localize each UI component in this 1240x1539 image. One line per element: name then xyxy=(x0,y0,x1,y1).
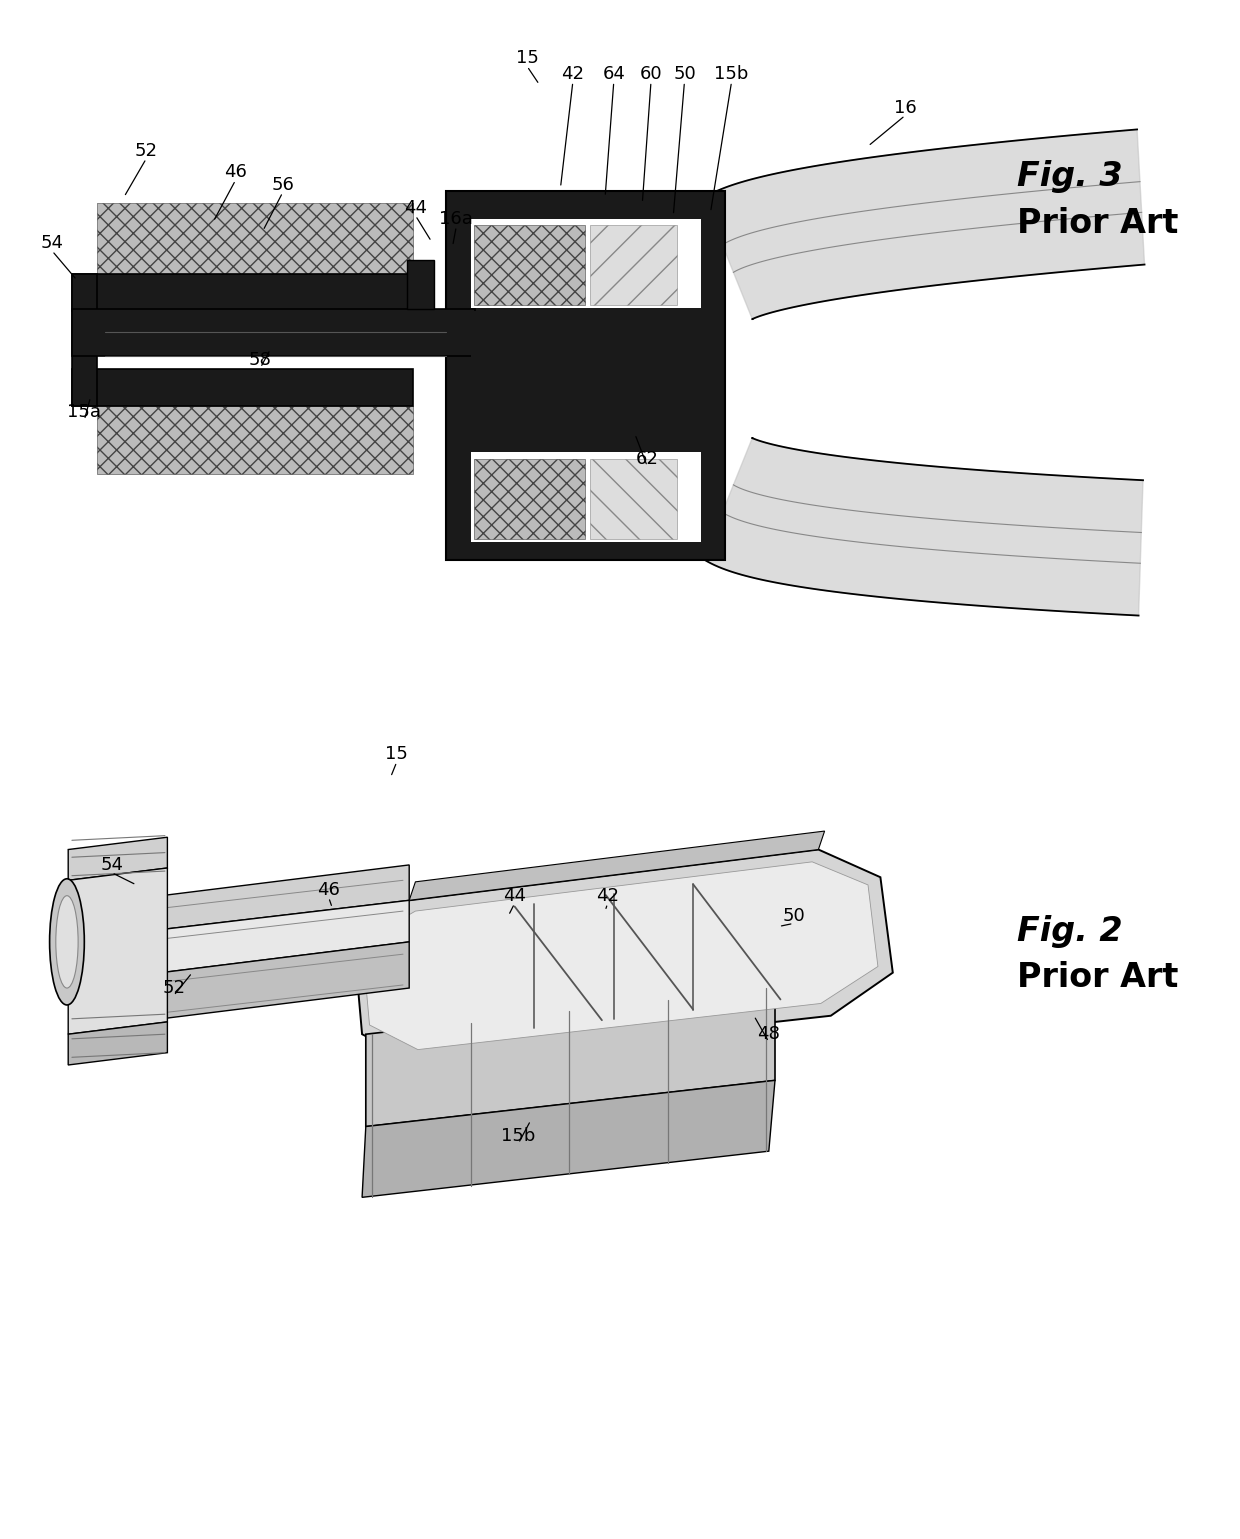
Text: Prior Art: Prior Art xyxy=(1017,206,1178,240)
Text: 60: 60 xyxy=(640,65,662,83)
Polygon shape xyxy=(409,831,825,900)
Bar xyxy=(590,225,677,305)
Text: 58: 58 xyxy=(249,351,272,369)
Polygon shape xyxy=(68,868,167,1034)
Bar xyxy=(471,452,701,542)
Bar xyxy=(72,309,475,356)
Text: 16: 16 xyxy=(894,98,916,117)
Text: Fig. 3: Fig. 3 xyxy=(1017,160,1122,194)
Bar xyxy=(407,260,434,309)
Text: Fig. 2: Fig. 2 xyxy=(1017,914,1122,948)
Text: 42: 42 xyxy=(596,886,619,905)
Bar xyxy=(97,203,413,274)
Text: 15b: 15b xyxy=(501,1127,536,1145)
Polygon shape xyxy=(362,1080,775,1197)
Text: 52: 52 xyxy=(135,142,157,160)
Polygon shape xyxy=(68,837,167,880)
Bar xyxy=(72,274,97,406)
Ellipse shape xyxy=(50,879,84,1005)
Polygon shape xyxy=(68,1022,167,1065)
Text: 54: 54 xyxy=(100,856,123,874)
Text: 15: 15 xyxy=(516,49,538,68)
Text: 46: 46 xyxy=(224,163,247,182)
Text: 52: 52 xyxy=(162,979,185,997)
Bar xyxy=(471,219,701,308)
Text: 50: 50 xyxy=(782,906,805,925)
Polygon shape xyxy=(161,942,409,1019)
Text: 42: 42 xyxy=(562,65,584,83)
Ellipse shape xyxy=(56,896,78,988)
Text: 44: 44 xyxy=(503,886,526,905)
Bar xyxy=(590,459,677,539)
Bar xyxy=(446,191,725,560)
Text: Prior Art: Prior Art xyxy=(1017,960,1178,994)
Polygon shape xyxy=(366,988,775,1127)
Bar xyxy=(474,459,585,539)
Bar xyxy=(471,311,701,369)
Bar xyxy=(72,369,413,406)
Text: 56: 56 xyxy=(272,175,294,194)
Text: 64: 64 xyxy=(603,65,625,83)
Text: 48: 48 xyxy=(758,1025,780,1043)
Text: 46: 46 xyxy=(317,880,340,899)
Polygon shape xyxy=(703,439,1143,616)
Text: 15: 15 xyxy=(386,745,408,763)
Bar xyxy=(72,274,413,311)
Text: 44: 44 xyxy=(404,199,427,217)
Text: 50: 50 xyxy=(673,65,696,83)
Polygon shape xyxy=(353,850,893,1062)
Text: 62: 62 xyxy=(636,449,658,468)
Polygon shape xyxy=(161,865,409,930)
Polygon shape xyxy=(161,900,409,973)
Text: 54: 54 xyxy=(41,234,63,252)
Text: 15a: 15a xyxy=(67,403,102,422)
Polygon shape xyxy=(362,862,878,1050)
Bar xyxy=(97,406,413,474)
Polygon shape xyxy=(703,129,1145,319)
Bar xyxy=(474,225,585,305)
Text: 16a: 16a xyxy=(439,209,474,228)
Text: 15b: 15b xyxy=(714,65,749,83)
